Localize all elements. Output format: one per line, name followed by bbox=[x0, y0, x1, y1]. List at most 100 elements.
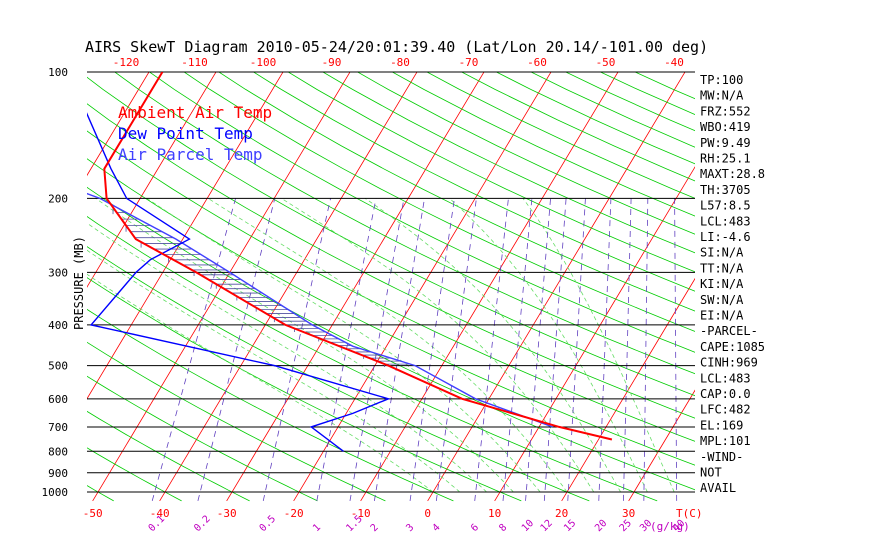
dry-adiabat-line bbox=[287, 72, 695, 273]
mixing-ratio-tick-label: 4 bbox=[431, 522, 443, 534]
mixing-ratio-tick-label: 6 bbox=[469, 522, 481, 534]
pressure-tick-label: 400 bbox=[48, 319, 68, 332]
index-item: NOT bbox=[700, 466, 722, 480]
mixing-ratio-line bbox=[262, 198, 331, 501]
index-item: LCL:483 bbox=[700, 214, 751, 228]
legend-air-parcel-temp: Air Parcel Temp bbox=[118, 145, 263, 164]
index-item: LFC:482 bbox=[700, 403, 751, 417]
mixing-unit-label: (g/kg) bbox=[650, 520, 690, 533]
index-item: MPL:101 bbox=[700, 434, 751, 448]
bottom-temp-tick-label: -10 bbox=[351, 507, 371, 520]
temp-unit-label: T(C) bbox=[676, 507, 703, 520]
series-air-parcel-temp bbox=[87, 192, 553, 428]
dry-adiabat-line bbox=[114, 72, 695, 375]
isotherm-lines bbox=[87, 53, 870, 502]
dry-adiabat-line bbox=[87, 277, 522, 502]
isotherm-line bbox=[293, 72, 552, 502]
pressure-tick-label: 100 bbox=[48, 66, 68, 79]
index-item: TP:100 bbox=[700, 73, 743, 87]
index-item: SI:N/A bbox=[700, 246, 744, 260]
top-temp-tick-label: -90 bbox=[322, 56, 342, 69]
index-item: AVAIL bbox=[700, 481, 736, 495]
mixing-ratio-line bbox=[409, 198, 455, 501]
index-item: FRZ:552 bbox=[700, 104, 751, 118]
pressure-tick-label: 200 bbox=[48, 192, 68, 205]
dry-adiabat-line bbox=[87, 76, 695, 397]
index-item: KI:N/A bbox=[700, 277, 744, 291]
index-item: MW:N/A bbox=[700, 89, 744, 103]
top-temp-tick-label: -80 bbox=[390, 56, 410, 69]
bottom-temp-tick-label: 20 bbox=[555, 507, 568, 520]
legend-dew-point-temp: Dew Point Temp bbox=[118, 124, 253, 143]
pressure-tick-label: 700 bbox=[48, 421, 68, 434]
top-temp-tick-labels: -120 -110 -100 -90 -80 -70 -60 -50 -40 bbox=[113, 56, 684, 69]
series-dew-point-temp bbox=[87, 112, 391, 452]
mixing-ratio-line bbox=[349, 198, 405, 501]
mixing-ratio-tick-label: 3 bbox=[404, 522, 416, 534]
index-item: L57:8.5 bbox=[700, 199, 751, 213]
bottom-temp-tick-label: -50 bbox=[83, 507, 103, 520]
mixing-ratio-line bbox=[525, 198, 551, 501]
series-layer bbox=[87, 72, 613, 452]
legend: Ambient Air Temp Dew Point Temp Air Parc… bbox=[118, 103, 272, 164]
mixing-ratio-tick-label: 8 bbox=[497, 522, 509, 534]
index-item: -WIND- bbox=[700, 450, 743, 464]
isotherm-line bbox=[87, 72, 284, 400]
index-item: CAP:0.0 bbox=[700, 387, 751, 401]
isotherm-line bbox=[87, 72, 150, 177]
dry-adiabat-line bbox=[564, 72, 695, 132]
isotherm-line bbox=[763, 53, 870, 501]
isotherm-line bbox=[226, 72, 485, 502]
index-item: -PARCEL- bbox=[700, 324, 758, 338]
dry-adiabat-line bbox=[87, 216, 658, 502]
dry-adiabat-lines bbox=[87, 72, 695, 502]
cape-hatch-area bbox=[111, 205, 411, 368]
moist-adiabat-line bbox=[449, 198, 648, 493]
moist-adiabat-line bbox=[87, 222, 487, 493]
pressure-tick-label: 800 bbox=[48, 445, 68, 458]
moist-adiabat-line bbox=[522, 198, 675, 493]
mixing-ratio-tick-label: 2 bbox=[369, 522, 381, 534]
mixing-ratio-line bbox=[567, 198, 586, 501]
dry-adiabat-line bbox=[426, 72, 695, 199]
pressure-tick-label: 900 bbox=[48, 467, 68, 480]
pressure-tick-label: 300 bbox=[48, 266, 68, 279]
top-temp-tick-label: -50 bbox=[596, 56, 616, 69]
top-temp-tick-label: -110 bbox=[181, 56, 208, 69]
dry-adiabat-line bbox=[87, 246, 590, 502]
mixing-ratio-line bbox=[674, 198, 678, 501]
dry-adiabat-line bbox=[87, 447, 182, 502]
index-item: PW:9.49 bbox=[700, 136, 751, 150]
isotherm-line bbox=[159, 72, 418, 502]
index-item: MAXT:28.8 bbox=[700, 167, 765, 181]
isotherm-line bbox=[628, 389, 695, 502]
index-item: RH:25.1 bbox=[700, 152, 751, 166]
top-temp-tick-label: -120 bbox=[113, 56, 140, 69]
moist-adiabat-line bbox=[281, 198, 595, 493]
index-item: LCL:483 bbox=[700, 371, 751, 385]
index-item: WBO:419 bbox=[700, 120, 751, 134]
dry-adiabat-line bbox=[183, 72, 695, 332]
dry-adiabat-line bbox=[87, 375, 318, 502]
mixing-ratio-line bbox=[151, 198, 236, 502]
pressure-tick-label: 600 bbox=[48, 393, 68, 406]
index-item: SW:N/A bbox=[700, 293, 744, 307]
dry-adiabat-line bbox=[87, 103, 695, 419]
mixing-ratio-tick-label: 1 bbox=[311, 522, 323, 534]
isotherm-line bbox=[87, 72, 217, 288]
chart-title: AIRS SkewT Diagram 2010-05-24/20:01:39.4… bbox=[85, 38, 708, 56]
bottom-temp-tick-label: -30 bbox=[217, 507, 237, 520]
mixing-ratio-line bbox=[373, 198, 425, 501]
index-item: EL:169 bbox=[700, 418, 743, 432]
isotherm-line bbox=[427, 72, 686, 502]
mixing-ratio-line bbox=[197, 198, 276, 501]
mixing-ratio-tick-label: 0.5 bbox=[258, 514, 279, 535]
bottom-temp-tick-label: -40 bbox=[150, 507, 170, 520]
dry-adiabat-line bbox=[87, 308, 454, 502]
isotherm-line bbox=[360, 72, 619, 502]
mixing-ratio-line bbox=[598, 198, 612, 501]
mixing-ratio-tick-label: 12 bbox=[539, 518, 555, 534]
isobar-lines bbox=[87, 71, 695, 493]
